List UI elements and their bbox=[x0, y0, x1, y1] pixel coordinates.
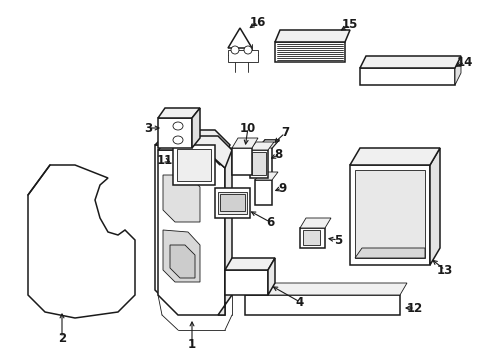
Polygon shape bbox=[245, 295, 400, 315]
Polygon shape bbox=[268, 258, 275, 295]
Text: 5: 5 bbox=[334, 234, 342, 247]
Polygon shape bbox=[225, 270, 268, 295]
Ellipse shape bbox=[173, 136, 183, 144]
Text: 12: 12 bbox=[407, 302, 423, 315]
Polygon shape bbox=[158, 136, 232, 168]
Polygon shape bbox=[303, 230, 320, 245]
Text: 14: 14 bbox=[457, 55, 473, 68]
Polygon shape bbox=[360, 56, 461, 68]
Text: 1: 1 bbox=[188, 338, 196, 351]
Polygon shape bbox=[355, 170, 425, 258]
Polygon shape bbox=[173, 145, 215, 185]
Polygon shape bbox=[170, 245, 195, 278]
Polygon shape bbox=[455, 56, 461, 85]
Circle shape bbox=[231, 46, 239, 54]
Polygon shape bbox=[228, 28, 252, 48]
Ellipse shape bbox=[173, 122, 183, 130]
Text: 13: 13 bbox=[437, 264, 453, 276]
Polygon shape bbox=[225, 258, 275, 270]
Polygon shape bbox=[228, 50, 258, 62]
Text: 16: 16 bbox=[250, 15, 266, 28]
Polygon shape bbox=[350, 165, 430, 265]
Polygon shape bbox=[245, 283, 407, 295]
Polygon shape bbox=[232, 148, 252, 175]
Polygon shape bbox=[350, 148, 440, 165]
Text: 4: 4 bbox=[296, 296, 304, 309]
Text: 10: 10 bbox=[240, 122, 256, 135]
Polygon shape bbox=[163, 175, 200, 222]
Polygon shape bbox=[158, 150, 225, 315]
Polygon shape bbox=[155, 145, 220, 310]
Text: 8: 8 bbox=[274, 148, 282, 162]
Polygon shape bbox=[360, 68, 455, 85]
Polygon shape bbox=[192, 108, 200, 148]
Polygon shape bbox=[155, 130, 230, 165]
Polygon shape bbox=[250, 142, 274, 150]
Polygon shape bbox=[430, 148, 440, 265]
Polygon shape bbox=[275, 42, 345, 62]
Polygon shape bbox=[28, 165, 135, 318]
Polygon shape bbox=[355, 248, 425, 258]
Polygon shape bbox=[177, 149, 211, 181]
Polygon shape bbox=[300, 218, 331, 228]
Polygon shape bbox=[258, 140, 279, 148]
Text: 11: 11 bbox=[157, 153, 173, 166]
Polygon shape bbox=[158, 108, 200, 118]
Polygon shape bbox=[252, 152, 266, 175]
Polygon shape bbox=[300, 228, 325, 248]
Polygon shape bbox=[232, 138, 258, 148]
Polygon shape bbox=[163, 230, 200, 282]
Polygon shape bbox=[250, 150, 268, 178]
Polygon shape bbox=[220, 194, 245, 211]
Text: 6: 6 bbox=[266, 216, 274, 229]
Polygon shape bbox=[215, 188, 250, 218]
Text: 9: 9 bbox=[278, 181, 286, 194]
Polygon shape bbox=[218, 136, 232, 315]
Polygon shape bbox=[218, 192, 247, 214]
Circle shape bbox=[244, 46, 252, 54]
Polygon shape bbox=[255, 172, 278, 180]
Polygon shape bbox=[158, 118, 192, 148]
Text: 2: 2 bbox=[58, 332, 66, 345]
Polygon shape bbox=[255, 180, 272, 205]
Text: 7: 7 bbox=[281, 126, 289, 139]
Text: 3: 3 bbox=[144, 122, 152, 135]
Text: 15: 15 bbox=[342, 18, 358, 31]
Polygon shape bbox=[275, 30, 350, 42]
